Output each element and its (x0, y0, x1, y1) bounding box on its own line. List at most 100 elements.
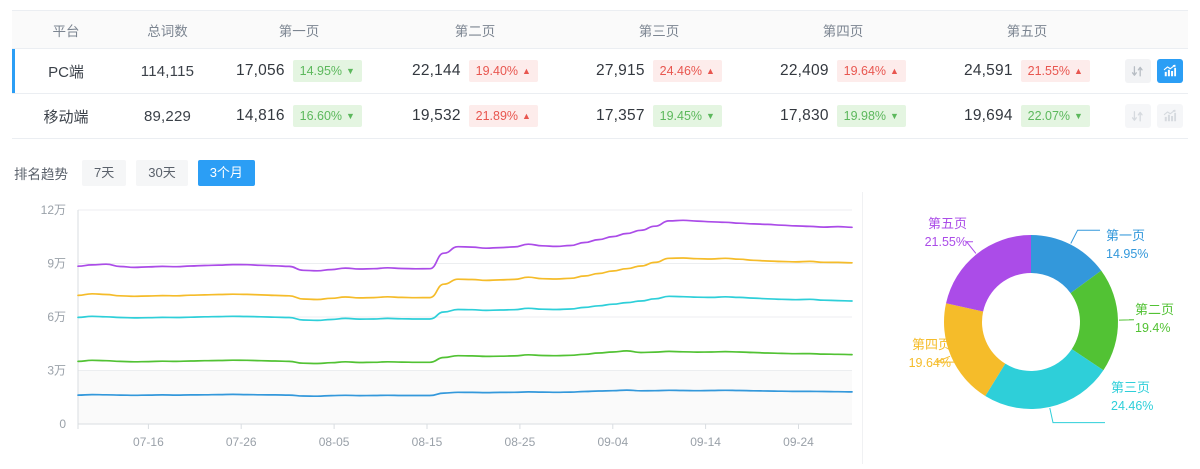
line-series-5 (77, 389, 853, 398)
range-tab-7d[interactable]: 7天 (82, 160, 127, 186)
table-row[interactable]: PC端 114,115 17,056 14.95% ▼ 22,144 19.40%… (12, 48, 1188, 94)
page1-change-value: 16.60% (299, 108, 343, 123)
col-header-platform: 平台 (12, 10, 120, 49)
cell-total-keywords: 89,229 (120, 93, 215, 139)
donut-value-1: 14.95% (1106, 247, 1148, 261)
chart-icon (1163, 64, 1176, 77)
page3-change-badge: 19.45% ▼ (652, 104, 722, 128)
page2-count: 19,532 (412, 107, 461, 124)
triangle-down-icon: ▼ (346, 110, 355, 121)
rank-trend-line-chart[interactable]: 0 3万 6万 9万 12万 07-16 07-26 08-05 08-15 08-25 09-04… (0, 192, 862, 464)
donut-slice-3[interactable] (985, 349, 1104, 410)
page5-change-badge: 22.07% ▼ (1020, 104, 1090, 128)
col-header-page3: 第三页 (567, 10, 751, 49)
y-tick-label: 9万 (47, 257, 66, 271)
view-chart-button[interactable] (1156, 59, 1183, 83)
triangle-up-icon: ▲ (890, 65, 899, 76)
page3-count: 27,915 (596, 62, 645, 79)
page3-change-value: 24.46% (659, 63, 703, 78)
donut-value-5: 21.55% (925, 235, 967, 249)
page2-change-badge: 21.89% ▲ (468, 104, 538, 128)
view-chart-button[interactable] (1156, 104, 1183, 128)
x-tick-label: 07-16 (133, 435, 164, 449)
sort-button[interactable] (1124, 104, 1151, 128)
sort-icon (1131, 110, 1143, 122)
page-distribution-donut-chart[interactable]: 第一页 14.95% 第二页 19.4% 第三页 24.46% 第四页 19.64% 第五页 21… (862, 192, 1200, 464)
page4-change-badge: 19.64% ▲ (836, 59, 906, 83)
sort-icon (1131, 65, 1143, 77)
donut-label-4: 第四页 (912, 337, 951, 352)
col-header-total: 总词数 (120, 10, 215, 49)
page5-change-value: 21.55% (1027, 63, 1071, 78)
page5-count: 19,694 (964, 107, 1013, 124)
cell-actions (1119, 48, 1188, 94)
range-tab-30d[interactable]: 30天 (136, 160, 188, 186)
page4-count: 17,830 (780, 107, 829, 124)
x-tick-label: 09-14 (690, 435, 721, 449)
donut-slice-2[interactable] (1070, 270, 1118, 371)
cell-actions (1119, 93, 1188, 139)
triangle-up-icon: ▲ (522, 65, 531, 76)
table-row[interactable]: 移动端 89,229 14,816 16.60% ▼ 19,532 21.89% … (12, 93, 1188, 139)
donut-leader-4 (935, 355, 957, 363)
cell-page2: 22,144 19.40% ▲ (383, 48, 567, 94)
page5-count: 24,591 (964, 62, 1013, 79)
cell-page1: 17,056 14.95% ▼ (215, 48, 383, 94)
col-header-page2: 第二页 (383, 10, 567, 49)
col-header-actions (1119, 10, 1188, 49)
range-tab-3m[interactable]: 3个月 (197, 160, 255, 186)
donut-slice-1[interactable] (1031, 235, 1102, 294)
trend-title: 排名趋势 (14, 166, 68, 182)
chart-icon (1163, 109, 1176, 122)
page2-change-value: 21.89% (475, 108, 519, 123)
page4-count: 22,409 (780, 62, 829, 79)
sort-button[interactable] (1124, 59, 1151, 83)
triangle-down-icon: ▼ (890, 110, 899, 121)
donut-label-3: 第三页 (1111, 380, 1150, 395)
cell-page4: 22,409 19.64% ▲ (751, 48, 935, 94)
page1-change-badge: 16.60% ▼ (292, 104, 362, 128)
donut-chart-svg: 第一页 14.95% 第二页 19.4% 第三页 24.46% 第四页 19.64% 第五页 21… (909, 216, 1174, 424)
donut-label-1: 第一页 (1106, 228, 1145, 243)
page1-count: 14,816 (236, 107, 285, 124)
trend-toolbar: 排名趋势 7天 30天 3个月 (14, 160, 255, 186)
col-header-page1: 第一页 (215, 10, 383, 49)
cell-page5: 24,591 21.55% ▲ (935, 48, 1119, 94)
keyword-rank-table: 平台 总词数 第一页 第二页 第三页 第四页 第五页 PC端 114,115 17… (12, 10, 1188, 139)
line-series-3 (77, 295, 853, 322)
col-header-page5: 第五页 (935, 10, 1119, 49)
y-tick-label: 0 (59, 417, 66, 431)
keyword-rank-table-wrapper: 平台 总词数 第一页 第二页 第三页 第四页 第五页 PC端 114,115 17… (12, 10, 1188, 139)
cell-page4: 17,830 19.98% ▼ (751, 93, 935, 139)
triangle-up-icon: ▲ (522, 110, 531, 121)
col-header-page4: 第四页 (751, 10, 935, 49)
page1-change-badge: 14.95% ▼ (292, 59, 362, 83)
x-tick-label: 08-15 (412, 435, 443, 449)
donut-value-2: 19.4% (1135, 321, 1170, 335)
page4-change-value: 19.64% (843, 63, 887, 78)
page3-change-value: 19.45% (659, 108, 703, 123)
page2-change-badge: 19.40% ▲ (468, 59, 538, 83)
y-tick-label: 12万 (41, 203, 66, 217)
donut-slice-5[interactable] (946, 235, 1031, 312)
page5-change-badge: 21.55% ▲ (1020, 59, 1090, 83)
page4-change-badge: 19.98% ▼ (836, 104, 906, 128)
line-series-1 (77, 219, 853, 272)
triangle-up-icon: ▲ (706, 65, 715, 76)
donut-label-5: 第五页 (928, 216, 967, 231)
donut-label-2: 第二页 (1135, 302, 1174, 317)
cell-page3: 17,357 19.45% ▼ (567, 93, 751, 139)
donut-leader-1 (1070, 229, 1100, 244)
table-header-row: 平台 总词数 第一页 第二页 第三页 第四页 第五页 (12, 10, 1188, 49)
x-tick-label: 09-04 (597, 435, 628, 449)
donut-leader-3 (1049, 407, 1105, 424)
cell-page1: 14,816 16.60% ▼ (215, 93, 383, 139)
page5-change-value: 22.07% (1027, 108, 1071, 123)
donut-value-4: 19.64% (909, 356, 951, 370)
x-tick-label: 08-05 (319, 435, 350, 449)
cell-platform: 移动端 (12, 93, 120, 139)
x-tick-label: 07-26 (226, 435, 257, 449)
donut-slice-4[interactable] (944, 303, 1006, 397)
cell-page2: 19,532 21.89% ▲ (383, 93, 567, 139)
